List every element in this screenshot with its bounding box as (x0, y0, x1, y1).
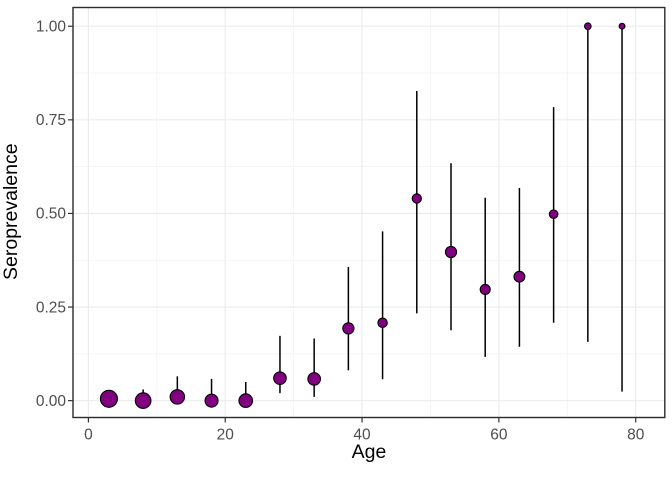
y-tick-label: 0.25 (36, 299, 66, 316)
y-axis-title: Seroprevalence (0, 143, 22, 281)
x-tick-label: 80 (627, 427, 645, 444)
data-point (99, 389, 118, 408)
data-point (134, 392, 152, 410)
data-point (342, 322, 355, 335)
data-point (238, 393, 254, 409)
data-point (204, 393, 219, 408)
y-tick-label: 0.50 (36, 206, 67, 223)
y-tick-label: 0.00 (36, 393, 67, 410)
data-point (307, 372, 322, 386)
data-point (444, 245, 458, 259)
x-tick-label: 60 (490, 427, 508, 444)
data-point (273, 371, 287, 386)
data-point (513, 270, 526, 283)
x-axis-title: Age (351, 441, 387, 463)
y-tick-label: 0.75 (36, 112, 66, 129)
data-point (583, 22, 592, 31)
x-tick-label: 0 (84, 427, 93, 444)
data-point (169, 389, 186, 405)
y-tick-label: 1.00 (36, 19, 67, 36)
data-point (479, 283, 491, 295)
x-tick-label: 20 (217, 427, 235, 444)
panel-border (72, 6, 666, 419)
x-tick-label: 40 (353, 427, 371, 444)
data-point (548, 209, 559, 220)
data-point (377, 317, 388, 329)
data-point (618, 22, 626, 30)
data-point (411, 193, 422, 204)
plot-panel (73, 7, 665, 418)
